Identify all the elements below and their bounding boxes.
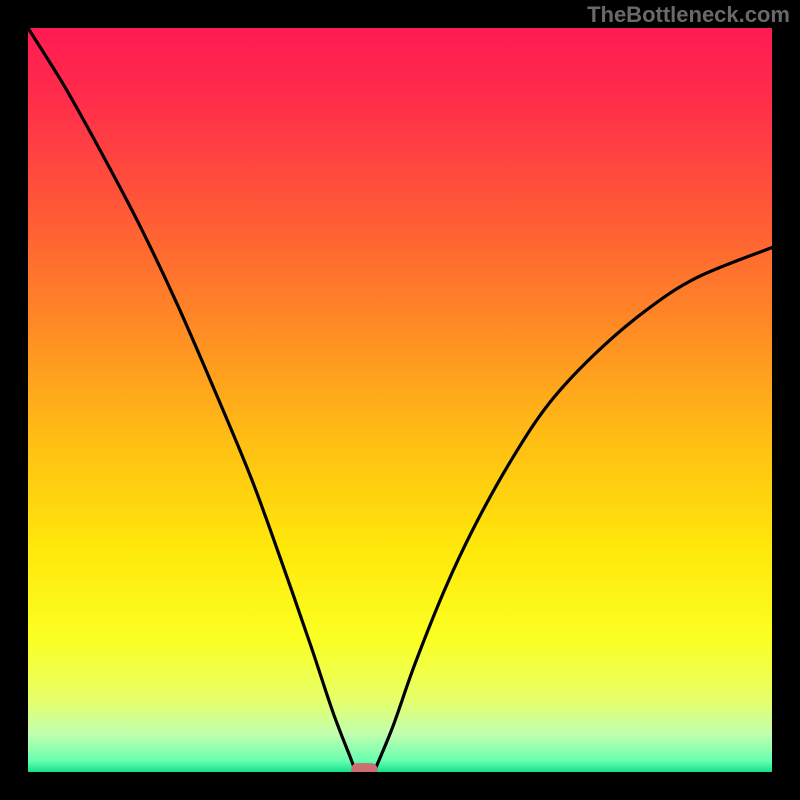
bottleneck-chart — [28, 28, 772, 772]
chart-root: TheBottleneck.com — [0, 0, 800, 800]
minimum-marker — [351, 763, 377, 772]
gradient-background — [28, 28, 772, 772]
watermark-text: TheBottleneck.com — [587, 2, 790, 28]
